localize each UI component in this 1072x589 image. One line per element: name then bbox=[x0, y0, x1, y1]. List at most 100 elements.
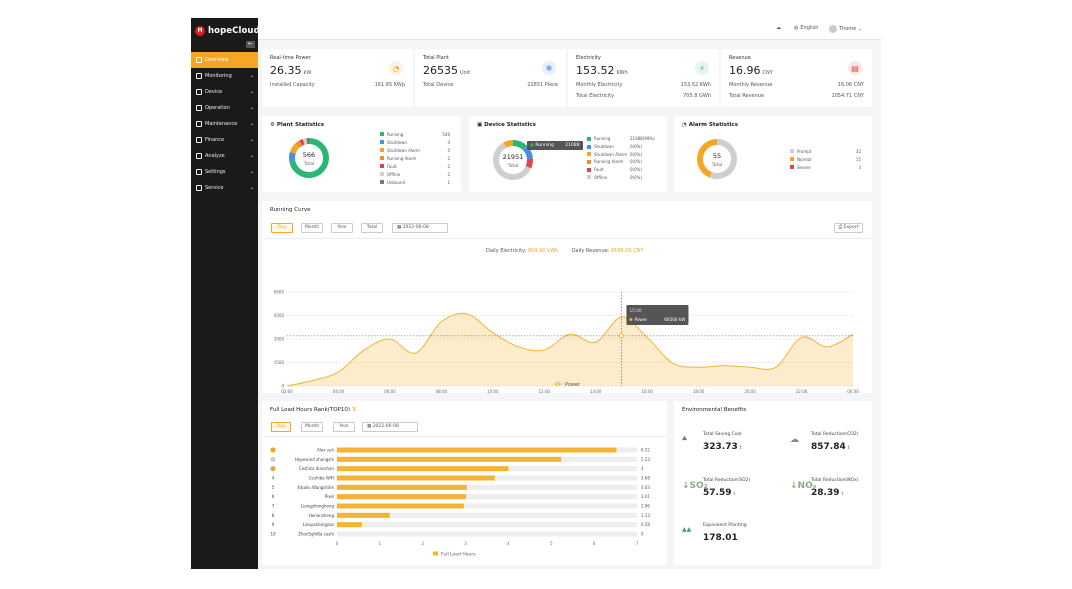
tab-month[interactable]: Month bbox=[301, 422, 323, 432]
legend-value: 5 bbox=[447, 147, 450, 153]
sidebar-item-analyze[interactable]: Analyze ⌄ bbox=[191, 148, 258, 164]
chevron-down-icon: ⌄ bbox=[249, 185, 254, 191]
bar-track bbox=[337, 484, 637, 490]
legend-swatch bbox=[587, 136, 591, 141]
legend-label: Fault bbox=[386, 163, 397, 169]
tab-day[interactable]: Day bbox=[271, 422, 291, 432]
sidebar-item-operation[interactable]: Operation ⌄ bbox=[191, 100, 258, 116]
language-selector[interactable]: ◍ English bbox=[794, 25, 818, 31]
legend-value: 0(0%) bbox=[630, 151, 643, 157]
legend-value: 15 bbox=[855, 156, 861, 162]
legend-label: Fault bbox=[594, 167, 604, 173]
tab-total[interactable]: Total bbox=[361, 223, 383, 233]
running-curve-chart[interactable]: 0 1500 3000 4500 6000 02:00 04:00 06:00 08:00 10:… bbox=[262, 201, 872, 394]
sidebar-item-label: Finance bbox=[205, 137, 225, 143]
legend-label: Severe bbox=[797, 164, 811, 170]
bar[interactable] bbox=[337, 447, 617, 453]
legend-item: Shutdown 4 bbox=[380, 138, 450, 146]
bar-value: 6.52 bbox=[641, 448, 650, 453]
bar[interactable] bbox=[337, 494, 466, 500]
env-value: 28.39 t bbox=[811, 488, 843, 498]
medal-icon bbox=[270, 466, 276, 472]
sidebar-item-settings[interactable]: Settings ⌄ bbox=[191, 164, 258, 180]
legend-swatch bbox=[433, 551, 438, 556]
legend-item: Offline 0(0%) bbox=[587, 173, 656, 181]
env-label: Equivalent Planting bbox=[703, 523, 747, 528]
bar[interactable] bbox=[337, 466, 509, 472]
stat-number: 153.52 bbox=[576, 64, 615, 77]
chevron-down-icon: ⌄ bbox=[249, 73, 254, 79]
donut-slice-1[interactable] bbox=[289, 151, 296, 162]
tab-year[interactable]: Year bbox=[333, 422, 355, 432]
donut-slice-0[interactable] bbox=[709, 139, 737, 179]
alarm-statistics-card: ◔ Alarm Statistics 55 Total Prompt 32 Norma… bbox=[674, 116, 872, 192]
tab-day[interactable]: Day bbox=[271, 223, 293, 233]
bar-category-label: ZhenSghiBa ceshi bbox=[298, 532, 334, 537]
running-curve-title: Running Curve bbox=[270, 207, 311, 213]
bar[interactable] bbox=[337, 456, 562, 462]
sidebar-nav: Overview Monitoring ⌄ Device ⌄ Operation ⌄ Main… bbox=[191, 52, 258, 196]
sort-icon[interactable]: ⇅ bbox=[350, 407, 357, 413]
legend-label[interactable]: Full Load Hours bbox=[441, 552, 476, 558]
donut-slice-4[interactable] bbox=[503, 140, 514, 148]
rank-date-picker[interactable]: ▦ 2022-06-08 bbox=[362, 422, 418, 432]
sidebar-item-monitoring[interactable]: Monitoring ⌄ bbox=[191, 68, 258, 84]
sidebar-item-maintenance[interactable]: Maintenance ⌄ bbox=[191, 116, 258, 132]
tree-icon: ▲▲ bbox=[682, 526, 692, 533]
env-unit: t bbox=[739, 446, 742, 451]
bar[interactable] bbox=[337, 484, 467, 490]
tab-month[interactable]: Month bbox=[301, 223, 323, 233]
sidebar-item-service[interactable]: Service ⌄ bbox=[191, 180, 258, 196]
donut-slice-2[interactable] bbox=[289, 143, 300, 154]
sidebar-item-device[interactable]: Device ⌄ bbox=[191, 84, 258, 100]
donut-slice-1[interactable] bbox=[697, 139, 718, 178]
rank-number: 9 bbox=[272, 522, 275, 527]
donut-slice-4[interactable] bbox=[299, 138, 305, 146]
donut-slice-2[interactable] bbox=[525, 158, 533, 169]
legend-item: Running Alarm 2 bbox=[380, 154, 450, 162]
y-tick-label: 0 bbox=[281, 384, 284, 389]
export-button[interactable]: ⎙ Export bbox=[834, 223, 863, 233]
donut-slice-5[interactable] bbox=[302, 138, 308, 145]
sidebar-item-overview[interactable]: Overview bbox=[191, 52, 258, 68]
legend-value: 32 bbox=[855, 148, 861, 154]
donut-slice-3[interactable] bbox=[295, 140, 303, 148]
env-number: 57.59 bbox=[703, 488, 732, 498]
donut-total-label: Total bbox=[303, 161, 315, 167]
legend-label: Running Alarm bbox=[594, 159, 624, 165]
tab-year[interactable]: Year bbox=[331, 223, 353, 233]
bar[interactable] bbox=[337, 503, 464, 509]
legend-item: Normal 15 bbox=[790, 155, 861, 163]
alarm-legend: Prompt 32 Normal 15 Severe 3 bbox=[790, 147, 861, 171]
legend-label[interactable]: Power bbox=[565, 382, 581, 388]
divider bbox=[262, 238, 872, 239]
tooltip-marker bbox=[629, 318, 633, 321]
sidebar: H hopeCloud ⇤ Overview Monitoring ⌄ Device ⌄… bbox=[191, 18, 260, 569]
donut-slice-0[interactable] bbox=[512, 140, 527, 150]
donut-total: 566 bbox=[303, 151, 315, 159]
donut-slice-0[interactable] bbox=[289, 138, 329, 178]
total-plant-card: Total Plant 26535 Unit Total Device 21851 Pi… bbox=[415, 49, 566, 107]
rank-number: 5 bbox=[272, 485, 275, 490]
stat-row-value: 1054.71 CNY bbox=[831, 93, 864, 99]
x-tick-label: 2 bbox=[421, 541, 424, 546]
power-line[interactable] bbox=[286, 312, 854, 387]
collapse-sidebar-button[interactable]: ⇤ bbox=[246, 41, 255, 48]
donut-slice-1[interactable] bbox=[522, 145, 533, 160]
running-curve-card: Running Curve Day Month Year Total ▦ 2022-0… bbox=[262, 201, 872, 393]
bar[interactable] bbox=[337, 512, 390, 518]
donut-slice-3[interactable] bbox=[493, 142, 532, 180]
stat-unit: CNY bbox=[762, 70, 773, 76]
bar[interactable] bbox=[337, 475, 495, 481]
cloud-icon[interactable]: ☁ bbox=[776, 25, 781, 31]
running-curve-date-picker[interactable]: ▦ 2022-06-08 bbox=[392, 223, 448, 233]
bar[interactable] bbox=[337, 522, 362, 528]
x-tick-label: 04:00 bbox=[333, 389, 345, 393]
bolt-icon: ⚡ bbox=[695, 61, 709, 75]
sidebar-item-finance[interactable]: Finance ⌄ bbox=[191, 132, 258, 148]
env-number: 323.73 bbox=[703, 442, 738, 452]
user-menu[interactable]: Thome ⌄ bbox=[829, 25, 862, 33]
env-number: 178.01 bbox=[703, 533, 738, 543]
bar-category-label: Liangzhonghong bbox=[301, 504, 335, 509]
logo[interactable]: H hopeCloud bbox=[195, 24, 260, 37]
